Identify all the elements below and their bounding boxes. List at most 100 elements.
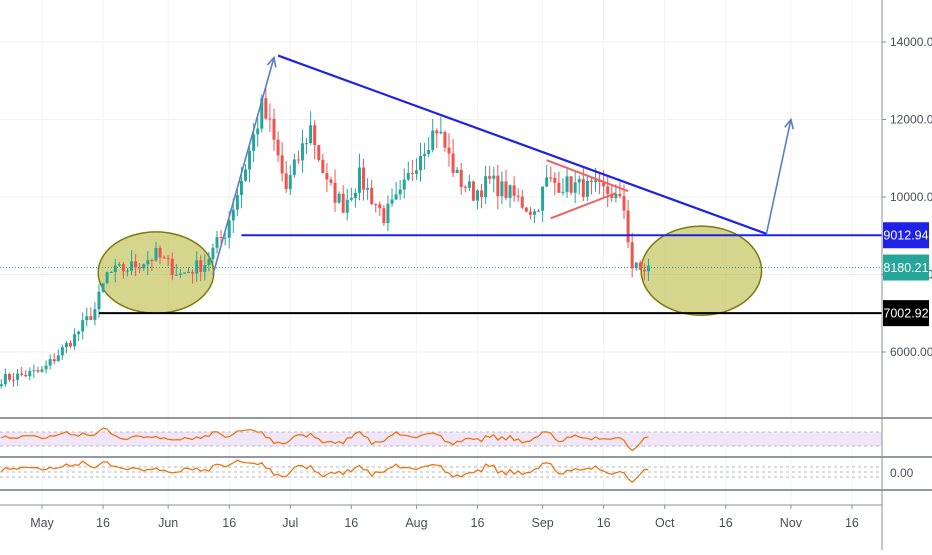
rsi-band: [0, 432, 882, 446]
candle: [447, 133, 451, 167]
candle: [524, 206, 528, 213]
candle: [134, 253, 138, 277]
candle-body: [248, 150, 252, 170]
candle-body: [138, 267, 142, 269]
candle-body: [329, 179, 333, 183]
candle-body: [362, 167, 366, 190]
candle: [508, 184, 512, 208]
candle: [296, 150, 300, 164]
candle: [520, 189, 524, 210]
price-tag-label: 7002.92: [883, 307, 928, 321]
candle-body: [174, 274, 178, 276]
candle: [52, 353, 56, 365]
candle-body: [357, 167, 361, 193]
candle: [292, 153, 296, 178]
candle-body: [333, 182, 337, 203]
x-tick-label: Jul: [282, 516, 298, 530]
candle-body: [219, 237, 223, 239]
candle: [541, 186, 545, 222]
candle-body: [244, 169, 247, 181]
candle-body: [353, 192, 357, 199]
candle: [101, 282, 105, 294]
x-tick-label: 16: [845, 516, 859, 530]
candle-body: [594, 180, 598, 183]
candle-body: [166, 257, 170, 259]
candle-body: [443, 131, 447, 148]
candle-body: [296, 159, 300, 161]
candle: [419, 142, 423, 182]
candle-body: [260, 98, 264, 129]
candle-body: [626, 210, 630, 243]
candle: [545, 165, 549, 188]
candle-body: [48, 359, 52, 366]
candle: [406, 161, 410, 182]
candle: [557, 171, 561, 193]
candle-body: [211, 247, 215, 260]
candle: [12, 372, 16, 387]
candle: [626, 199, 630, 248]
candle: [36, 366, 40, 374]
candle-body: [146, 260, 150, 265]
candle-body: [64, 342, 68, 348]
price-tag-box: [883, 300, 929, 327]
candle-body: [134, 261, 138, 268]
candle-body: [93, 309, 97, 320]
candle: [378, 201, 382, 216]
candle-body: [341, 193, 345, 213]
candle-body: [178, 273, 182, 275]
candle: [504, 170, 508, 201]
candle: [390, 188, 394, 207]
candle: [362, 158, 366, 201]
candle: [117, 262, 121, 267]
candle-body: [602, 181, 606, 187]
price-tag: 8180.21: [883, 254, 929, 281]
candle-body: [630, 242, 634, 269]
candle-body: [492, 175, 496, 179]
candle-body: [0, 384, 3, 387]
candle-body: [121, 264, 125, 272]
candle-body: [398, 189, 402, 195]
candle-body: [516, 195, 520, 197]
candle-body: [537, 210, 541, 212]
candle: [463, 184, 467, 193]
candle-body: [455, 169, 459, 174]
candle: [618, 182, 622, 199]
candle-body: [125, 270, 129, 272]
candle-body: [581, 179, 585, 197]
candle-body: [28, 371, 32, 377]
candle: [207, 251, 211, 272]
candle-body: [475, 190, 479, 201]
oscillator-zero-label: 0.00: [890, 466, 914, 480]
candle: [20, 366, 24, 377]
candle-body: [56, 355, 60, 362]
candle: [589, 177, 593, 195]
candle-body: [154, 247, 158, 261]
candle: [56, 349, 60, 362]
candle-body: [610, 193, 614, 199]
candle: [435, 128, 439, 149]
candle: [211, 243, 215, 264]
candle: [634, 262, 638, 271]
candle-body: [32, 370, 36, 372]
candle: [109, 271, 113, 274]
candle-body: [52, 359, 56, 362]
candle: [191, 269, 195, 284]
candle: [333, 169, 337, 212]
candle-body: [431, 130, 435, 150]
candle-body: [337, 193, 341, 203]
candle: [288, 165, 292, 196]
candle-body: [170, 258, 174, 276]
x-tick-label: Jun: [158, 516, 178, 530]
candle: [28, 367, 32, 381]
candle: [349, 187, 353, 202]
x-tick-label: 16: [222, 516, 236, 530]
candle-body: [585, 180, 589, 197]
candle: [598, 173, 602, 195]
candle: [150, 258, 154, 271]
candle: [284, 160, 288, 193]
candle: [488, 166, 492, 185]
candle-body: [447, 147, 451, 154]
candle: [646, 258, 650, 281]
candle: [244, 164, 247, 182]
